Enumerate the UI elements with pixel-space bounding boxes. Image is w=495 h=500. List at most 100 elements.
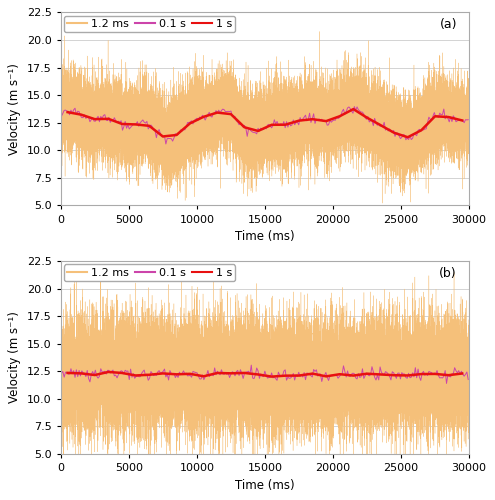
1 s (282, 372, 288, 378)
1 s (391, 372, 397, 378)
0.1 s (163, 141, 169, 147)
1 s (432, 371, 438, 377)
1.2 ms (266, 396, 272, 402)
0.1 s (465, 376, 471, 382)
1 s (133, 122, 139, 128)
Line: 0.1 s: 0.1 s (61, 365, 468, 384)
X-axis label: Time (ms): Time (ms) (235, 230, 295, 243)
Legend: 1.2 ms, 0.1 s, 1 s: 1.2 ms, 0.1 s, 1 s (64, 264, 235, 281)
1 s (105, 116, 111, 122)
1 s (228, 370, 234, 376)
0.1 s (403, 374, 409, 380)
1.2 ms (283, 139, 289, 145)
1.2 ms (100, 397, 106, 403)
0.1 s (437, 375, 443, 381)
1 s (323, 118, 329, 124)
1 s (187, 371, 193, 377)
X-axis label: Time (ms): Time (ms) (235, 478, 295, 492)
1 s (296, 372, 302, 378)
1.2 ms (379, 200, 385, 206)
1.2 ms (61, 382, 67, 388)
1.2 ms (281, 163, 287, 169)
1 s (242, 370, 248, 376)
1 s (78, 370, 84, 376)
Line: 1 s: 1 s (68, 109, 462, 137)
0.1 s (380, 370, 386, 376)
1.2 ms (466, 300, 472, 306)
Line: 1 s: 1 s (68, 372, 462, 376)
1 s (418, 127, 424, 133)
1 s (446, 372, 451, 378)
1 s (119, 121, 125, 127)
Y-axis label: Velocity (m s⁻¹): Velocity (m s⁻¹) (8, 312, 21, 404)
0.1 s (338, 372, 344, 378)
1 s (282, 122, 288, 128)
1.2 ms (283, 348, 289, 354)
1 s (255, 128, 261, 134)
0.1 s (404, 135, 410, 141)
0.1 s (444, 380, 449, 386)
0.1 s (438, 112, 444, 118)
1 s (242, 124, 248, 130)
1.2 ms (266, 84, 272, 89)
0.1 s (381, 120, 387, 126)
1 s (146, 123, 152, 129)
1 s (214, 110, 220, 116)
1 s (309, 116, 315, 122)
Text: (a): (a) (440, 18, 457, 31)
1 s (459, 118, 465, 124)
0.1 s (236, 372, 242, 378)
1 s (296, 118, 302, 124)
1 s (364, 370, 370, 376)
1.2 ms (58, 376, 64, 382)
1 s (446, 114, 451, 120)
1.2 ms (317, 28, 323, 34)
1 s (92, 372, 98, 378)
1 s (65, 109, 71, 115)
1.2 ms (168, 488, 174, 494)
1 s (160, 134, 166, 140)
1.2 ms (100, 115, 106, 121)
Text: (b): (b) (439, 266, 457, 280)
1 s (160, 370, 166, 376)
1 s (119, 370, 125, 376)
1 s (173, 132, 179, 138)
Line: 1.2 ms: 1.2 ms (61, 270, 469, 491)
1.2 ms (58, 102, 64, 108)
1 s (391, 130, 397, 136)
1 s (214, 370, 220, 376)
1 s (432, 114, 438, 119)
1 s (187, 120, 193, 126)
0.1 s (224, 108, 230, 114)
1 s (105, 369, 111, 375)
1 s (200, 114, 206, 120)
1 s (405, 134, 411, 140)
0.1 s (465, 116, 471, 122)
Line: 0.1 s: 0.1 s (61, 106, 468, 144)
Legend: 1.2 ms, 0.1 s, 1 s: 1.2 ms, 0.1 s, 1 s (64, 16, 235, 32)
0.1 s (223, 370, 229, 376)
1.2 ms (281, 354, 287, 360)
1.2 ms (394, 110, 399, 116)
1.2 ms (61, 93, 67, 99)
1 s (405, 372, 411, 378)
0.1 s (238, 120, 244, 126)
0.1 s (248, 362, 254, 368)
1.2 ms (466, 116, 472, 122)
1 s (378, 122, 384, 128)
Line: 1.2 ms: 1.2 ms (61, 32, 469, 203)
1 s (378, 372, 384, 378)
1.2 ms (394, 414, 399, 420)
0.1 s (351, 104, 357, 110)
1 s (323, 374, 329, 380)
Y-axis label: Velocity (m s⁻¹): Velocity (m s⁻¹) (8, 63, 21, 155)
0.1 s (338, 113, 344, 119)
1 s (228, 111, 234, 117)
1 s (133, 372, 139, 378)
1 s (78, 112, 84, 117)
1 s (92, 116, 98, 122)
1 s (146, 372, 152, 378)
1 s (269, 122, 275, 128)
1 s (309, 370, 315, 376)
1 s (200, 374, 206, 380)
